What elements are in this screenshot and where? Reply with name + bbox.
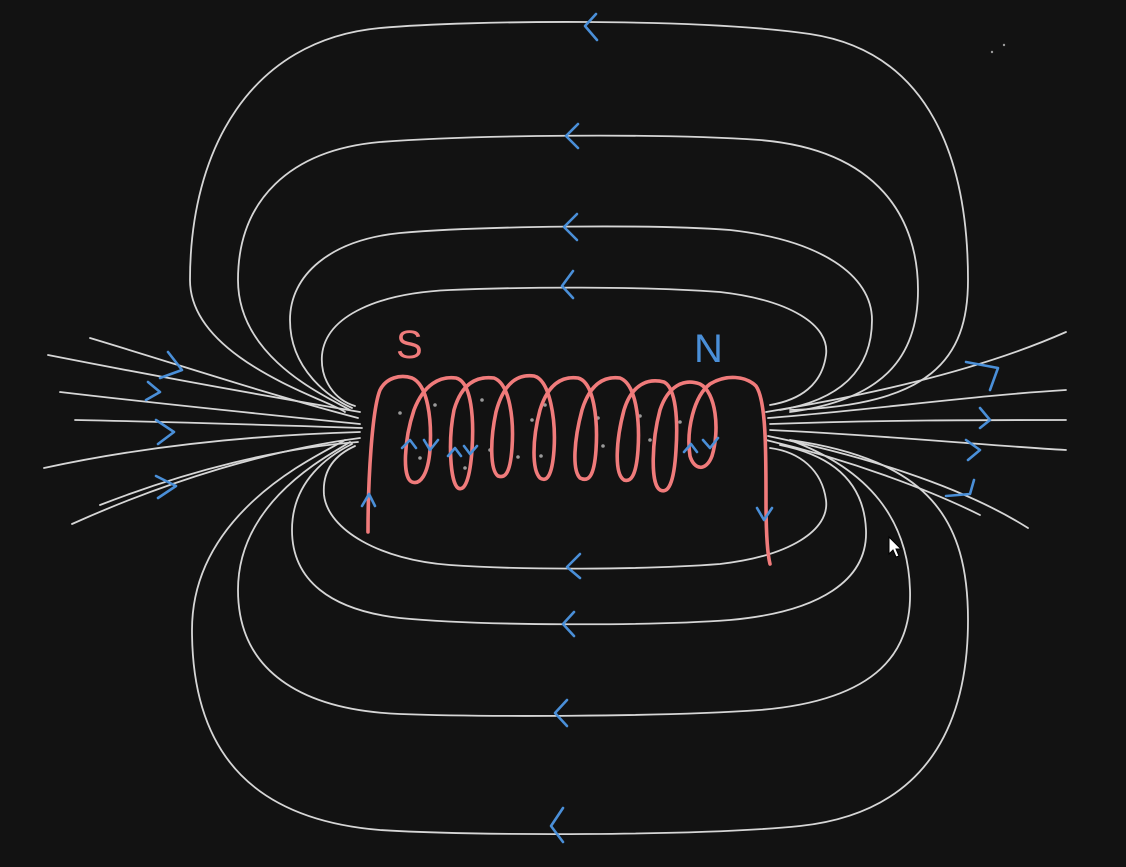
left-field-lines xyxy=(43,337,363,525)
arrow-icon xyxy=(158,350,184,380)
arrow-icon xyxy=(422,438,440,452)
solenoid-coil xyxy=(366,373,772,566)
arrow-icon xyxy=(462,444,479,456)
arrow-icon xyxy=(561,610,576,638)
field-loop-upper-3 xyxy=(289,225,873,411)
mouse-pointer-icon xyxy=(888,535,903,558)
upper-field-loops xyxy=(189,21,969,413)
arrow-icon xyxy=(144,380,162,402)
field-line-left-7 xyxy=(99,441,359,506)
arrow-icon xyxy=(549,806,565,844)
loop-arrows xyxy=(549,12,599,844)
arrow-icon xyxy=(701,436,720,450)
field-line-left-3 xyxy=(59,391,361,425)
field-line-right-6 xyxy=(765,439,981,516)
arrow-icon xyxy=(564,122,580,150)
field-line-right-4 xyxy=(769,429,1067,451)
left-arrows xyxy=(144,350,184,500)
field-loop-upper-2 xyxy=(237,134,919,413)
arrow-icon xyxy=(360,492,377,508)
coil-dots xyxy=(398,43,1006,470)
arrow-icon xyxy=(755,506,774,522)
lower-field-loops xyxy=(191,439,969,835)
right-field-lines xyxy=(765,331,1067,529)
field-loop-lower-4 xyxy=(322,445,828,570)
arrow-icon xyxy=(154,418,176,446)
field-loop-upper-1 xyxy=(189,21,969,413)
arrow-icon xyxy=(154,474,178,500)
arrow-icon xyxy=(682,442,699,454)
field-line-left-1 xyxy=(47,354,361,413)
field-line-right-5 xyxy=(767,435,1029,529)
field-line-right-1 xyxy=(765,331,1067,413)
field-line-right-3 xyxy=(769,419,1067,425)
arrow-icon xyxy=(565,552,582,580)
south-pole-label: S xyxy=(396,323,423,367)
arrow-icon xyxy=(553,698,569,728)
right-arrows xyxy=(944,360,1000,498)
arrow-icon xyxy=(446,446,463,458)
field-loop-lower-2 xyxy=(237,439,911,717)
field-line-left-5 xyxy=(43,431,361,469)
field-line-left-4 xyxy=(74,419,363,429)
field-line-left-2 xyxy=(89,337,359,419)
arrow-icon xyxy=(944,478,976,498)
field-loop-upper-4 xyxy=(321,286,828,407)
coil-arrows xyxy=(360,436,774,522)
arrow-icon xyxy=(964,438,982,462)
arrow-icon xyxy=(562,212,579,242)
arrow-icon xyxy=(964,360,1000,392)
north-pole-label: N xyxy=(694,327,723,371)
field-loop-lower-1 xyxy=(191,439,969,835)
arrow-icon xyxy=(400,438,418,450)
field-loop-lower-3 xyxy=(291,443,867,626)
arrow-icon xyxy=(583,12,599,42)
field-line-left-6 xyxy=(71,437,361,525)
field-line-right-2 xyxy=(767,389,1067,419)
arrow-icon xyxy=(978,406,992,430)
arrow-icon xyxy=(560,269,575,300)
